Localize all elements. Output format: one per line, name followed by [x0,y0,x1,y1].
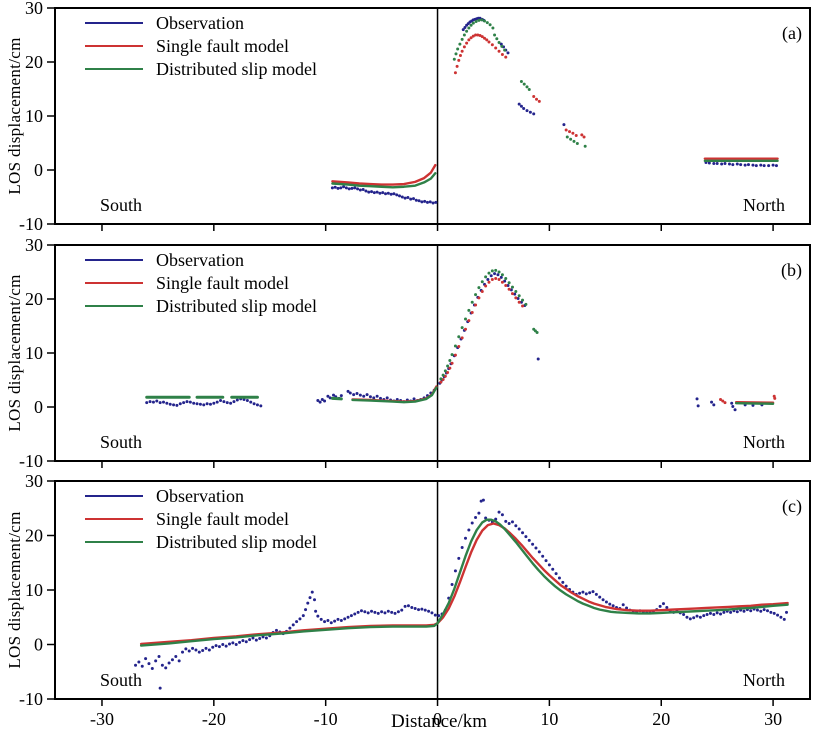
y-axis-label: LOS displacement/cm [5,511,24,669]
svg-text:10: 10 [25,343,43,363]
panel-letter-b: (b) [781,260,802,280]
svg-text:-30: -30 [90,709,114,729]
panel-a: 30 20 10 0 -10 LOS displacement/cm Observati… [0,0,818,244]
legend-line-observation [85,494,143,497]
legend-label: Distributed slip model [156,295,317,316]
svg-text:30: 30 [25,471,43,491]
svg-text:20: 20 [25,526,43,546]
panel-letter-c: (c) [782,496,802,516]
svg-text:30: 30 [25,0,43,18]
svg-text:-10: -10 [314,709,338,729]
legend: Observation Single fault model Distribut… [85,484,317,553]
svg-text:0: 0 [34,160,43,180]
legend-label: Single fault model [156,35,289,56]
legend-line-distributed-slip [85,67,143,70]
legend-label: Distributed slip model [156,58,317,79]
plot-a: 30 20 10 0 -10 [19,0,811,234]
legend-line-observation [85,21,143,24]
svg-text:20: 20 [25,52,43,72]
plot-b: 30 20 10 0 -10 [19,235,811,471]
north-label: North [743,670,785,690]
legend: Observation Single fault model Distribut… [85,248,317,317]
panel-letter-a: (a) [782,23,802,43]
legend-item-single-fault: Single fault model [85,271,317,294]
legend-item-observation: Observation [85,11,317,34]
svg-text:-10: -10 [19,451,43,471]
svg-text:10: 10 [25,580,43,600]
legend-line-single-fault [85,517,143,520]
legend-label: Observation [156,485,244,506]
south-label: South [100,195,143,215]
legend-line-distributed-slip [85,304,143,307]
svg-text:30: 30 [764,709,782,729]
svg-text:-10: -10 [19,214,43,234]
legend-line-observation [85,258,143,261]
legend-line-distributed-slip [85,540,143,543]
svg-text:0: 0 [433,709,442,729]
south-label: South [100,432,143,452]
south-label: South [100,670,143,690]
legend-label: Observation [156,12,244,33]
legend-item-single-fault: Single fault model [85,34,317,57]
x-axis-label: Distance/km [390,711,488,732]
plot-c: -30 -20 -10 0 10 20 30 30 20 10 0 -10 [19,471,811,729]
y-axis-label: LOS displacement/cm [5,37,24,195]
svg-text:20: 20 [25,289,43,309]
legend-item-single-fault: Single fault model [85,507,317,530]
legend-label: Single fault model [156,508,289,529]
svg-text:0: 0 [34,635,43,655]
svg-text:0: 0 [34,397,43,417]
panel-c: -30 -20 -10 0 10 20 30 30 20 10 0 -10 LOS displacem… [0,471,818,736]
legend-item-distributed-slip: Distributed slip model [85,294,317,317]
svg-text:10: 10 [25,106,43,126]
north-label: North [743,195,785,215]
legend-item-observation: Observation [85,484,317,507]
svg-text:10: 10 [540,709,558,729]
y-axis-label: LOS displacement/cm [5,274,24,432]
legend-label: Single fault model [156,272,289,293]
panel-b: 30 20 10 0 -10 LOS displacement/cm Observati… [0,235,818,481]
legend-item-distributed-slip: Distributed slip model [85,530,317,553]
legend-label: Observation [156,249,244,270]
north-label: North [743,432,785,452]
legend-line-single-fault [85,281,143,284]
legend: Observation Single fault model Distribut… [85,11,317,80]
svg-text:-20: -20 [202,709,226,729]
legend-item-observation: Observation [85,248,317,271]
svg-text:30: 30 [25,235,43,255]
legend-item-distributed-slip: Distributed slip model [85,57,317,80]
legend-line-single-fault [85,44,143,47]
legend-label: Distributed slip model [156,531,317,552]
svg-text:-10: -10 [19,689,43,709]
svg-text:20: 20 [652,709,670,729]
